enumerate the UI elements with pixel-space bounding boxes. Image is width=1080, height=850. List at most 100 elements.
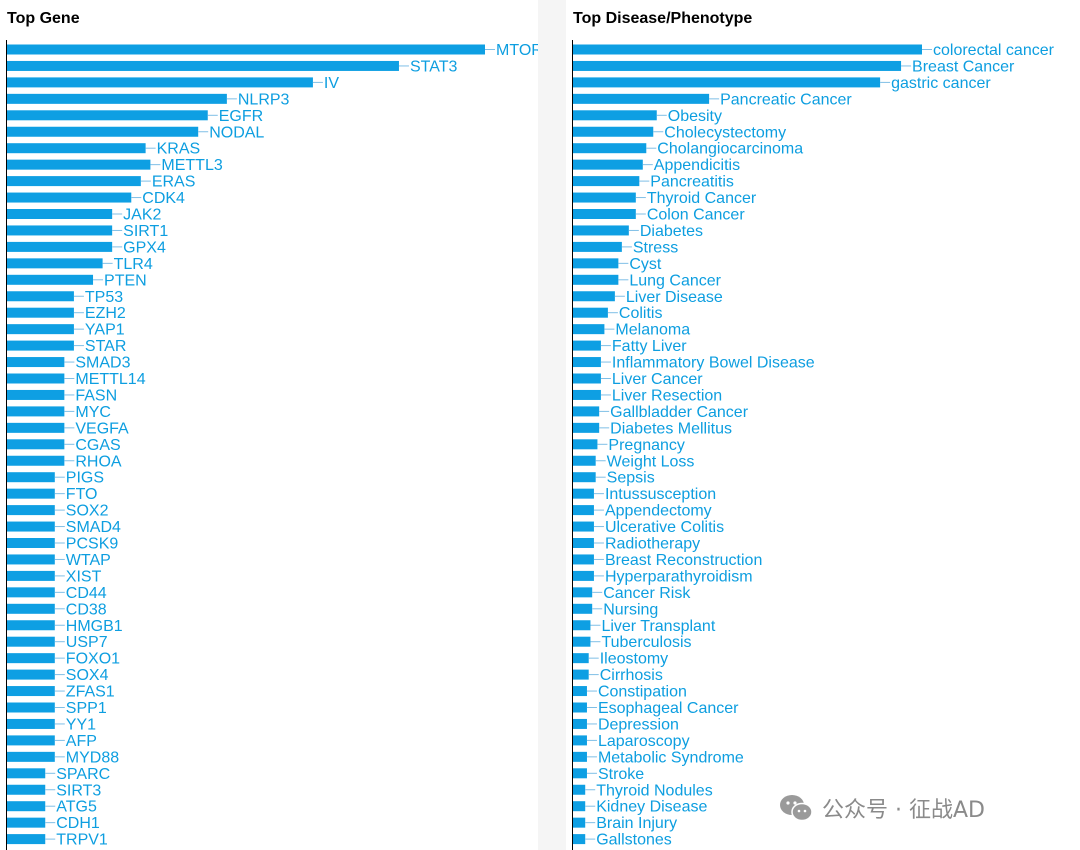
bar <box>573 241 622 252</box>
bar <box>573 324 605 335</box>
bar <box>573 44 922 55</box>
category-label: IV <box>324 75 339 92</box>
category-label: GPX4 <box>123 239 166 256</box>
bar <box>7 620 55 631</box>
category-label: Kidney Disease <box>596 799 707 816</box>
category-label: STAR <box>85 338 126 355</box>
bar <box>573 751 587 762</box>
bar <box>7 373 65 384</box>
category-label: Cholangiocarcinoma <box>657 141 803 158</box>
watermark: 公众号 · 征战AD <box>778 788 985 828</box>
category-label: Obesity <box>668 108 722 125</box>
category-label: ERAS <box>152 174 196 191</box>
bar <box>7 159 151 170</box>
bar <box>573 718 587 729</box>
bar <box>573 686 587 697</box>
bar <box>573 488 594 499</box>
category-label: SPP1 <box>66 700 107 717</box>
category-label: METTL14 <box>75 371 145 388</box>
category-label: CDK4 <box>142 190 185 207</box>
category-label: SIRT1 <box>123 223 168 240</box>
bar <box>573 669 589 680</box>
category-label: Metabolic Syndrome <box>598 749 744 766</box>
bar <box>7 801 46 812</box>
category-label: TRPV1 <box>56 832 108 849</box>
bar <box>7 538 55 548</box>
category-label: VEGFA <box>75 420 129 437</box>
category-label: Pancreatic Cancer <box>720 91 852 108</box>
bar <box>573 620 591 631</box>
bar <box>7 570 55 581</box>
bar <box>7 225 113 236</box>
category-label: ATG5 <box>56 799 97 816</box>
category-label: TP53 <box>85 289 123 306</box>
category-label: Liver Transplant <box>601 618 715 635</box>
category-label: Colon Cancer <box>647 207 746 224</box>
category-label: MTOR <box>496 42 538 59</box>
category-label: JAK2 <box>123 207 161 224</box>
bar <box>7 455 65 466</box>
chart-title: Top Disease/Phenotype <box>573 10 753 27</box>
category-label: SPARC <box>56 766 110 783</box>
category-label: Appendicitis <box>654 157 740 174</box>
bar <box>573 60 902 71</box>
category-label: SMAD3 <box>75 355 130 372</box>
bar <box>7 702 55 713</box>
category-label: Ileostomy <box>600 651 668 668</box>
bar <box>573 93 710 104</box>
bar <box>573 307 608 318</box>
bar <box>7 488 55 499</box>
bar <box>573 834 586 845</box>
category-label: Ulcerative Colitis <box>605 519 724 536</box>
bar <box>573 521 594 532</box>
category-label: MYD88 <box>66 749 119 766</box>
bar <box>573 636 591 647</box>
bar <box>573 505 594 516</box>
category-label: Gallbladder Cancer <box>610 404 749 421</box>
bar <box>7 176 141 187</box>
category-label: Constipation <box>598 684 687 701</box>
category-label: USP7 <box>66 634 108 651</box>
category-label: MYC <box>75 404 111 421</box>
category-label: FOXO1 <box>66 651 120 668</box>
category-label: RHOA <box>75 453 122 470</box>
category-label: SOX2 <box>66 503 109 520</box>
bar <box>7 505 55 516</box>
category-label: CGAS <box>75 437 120 454</box>
bar <box>573 554 594 565</box>
bar <box>573 77 881 88</box>
bar <box>573 653 589 664</box>
category-label: HMGB1 <box>66 618 123 635</box>
category-label: Diabetes Mellitus <box>610 420 732 437</box>
gene-chart-panel: Top Gene MTOR STAT3 IV NLRP3 EGFR NODAL KRAS ME… <box>0 0 538 850</box>
category-label: colorectal cancer <box>933 42 1055 59</box>
category-label: Lung Cancer <box>629 272 721 289</box>
category-label: NODAL <box>209 124 264 141</box>
bar <box>573 258 619 269</box>
bar <box>7 521 55 532</box>
bar <box>573 472 596 483</box>
category-label: YAP1 <box>85 322 125 339</box>
bar <box>573 538 594 548</box>
bar <box>7 143 146 154</box>
category-label: TLR4 <box>114 256 153 273</box>
category-label: Cholecystectomy <box>664 124 786 141</box>
category-label: Breast Cancer <box>912 58 1015 75</box>
category-label: EGFR <box>219 108 263 125</box>
category-label: Esophageal Cancer <box>598 700 739 717</box>
category-label: SIRT3 <box>56 782 101 799</box>
category-label: KRAS <box>157 141 201 158</box>
bar <box>573 784 586 795</box>
bar <box>7 603 55 614</box>
category-label: Colitis <box>619 305 663 322</box>
category-label: Tuberculosis <box>601 634 691 651</box>
category-label: Fatty Liver <box>612 338 687 355</box>
bar <box>7 44 485 55</box>
bar <box>7 209 113 219</box>
bar <box>7 735 55 746</box>
bar <box>7 587 55 598</box>
watermark-text: 公众号 · 征战AD <box>822 798 985 823</box>
bar <box>573 439 598 450</box>
category-label: Thyroid Cancer <box>647 190 757 207</box>
